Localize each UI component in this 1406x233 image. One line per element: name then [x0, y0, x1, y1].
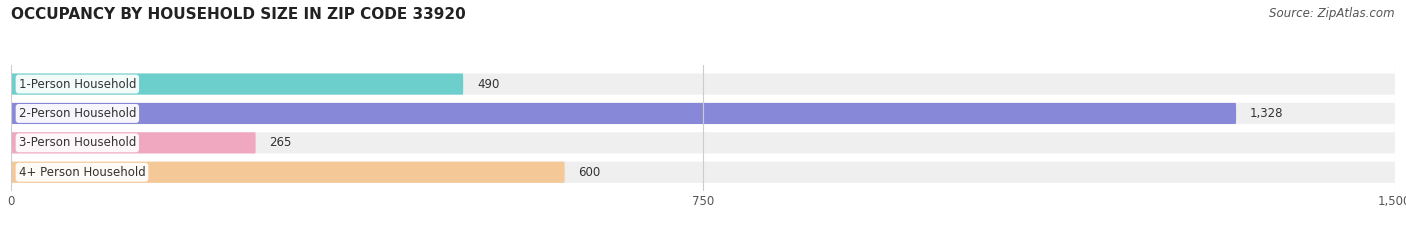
Text: 1,328: 1,328 — [1250, 107, 1284, 120]
Text: 600: 600 — [578, 166, 600, 179]
FancyBboxPatch shape — [11, 162, 565, 183]
Text: 265: 265 — [270, 136, 292, 149]
Text: 1-Person Household: 1-Person Household — [18, 78, 136, 91]
FancyBboxPatch shape — [11, 132, 256, 154]
Text: 2-Person Household: 2-Person Household — [18, 107, 136, 120]
Text: 3-Person Household: 3-Person Household — [18, 136, 136, 149]
Text: 4+ Person Household: 4+ Person Household — [18, 166, 145, 179]
FancyBboxPatch shape — [11, 73, 463, 95]
Text: Source: ZipAtlas.com: Source: ZipAtlas.com — [1270, 7, 1395, 20]
Text: OCCUPANCY BY HOUSEHOLD SIZE IN ZIP CODE 33920: OCCUPANCY BY HOUSEHOLD SIZE IN ZIP CODE … — [11, 7, 465, 22]
FancyBboxPatch shape — [11, 73, 1395, 95]
FancyBboxPatch shape — [11, 162, 1395, 183]
FancyBboxPatch shape — [11, 103, 1236, 124]
Text: 490: 490 — [477, 78, 499, 91]
FancyBboxPatch shape — [11, 103, 1395, 124]
FancyBboxPatch shape — [11, 132, 1395, 154]
